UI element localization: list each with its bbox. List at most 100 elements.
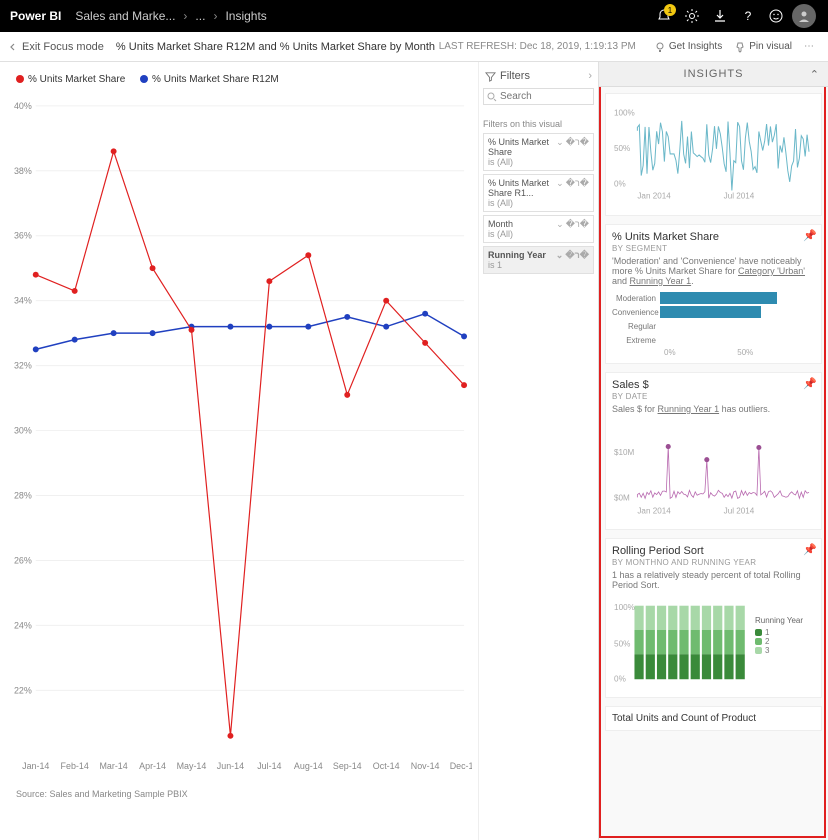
svg-text:Nov-14: Nov-14	[411, 761, 440, 771]
last-refresh: LAST REFRESH: Dec 18, 2019, 1:19:13 PM	[439, 41, 636, 52]
insight-desc: 'Moderation' and 'Convenience' have noti…	[612, 256, 815, 286]
svg-text:0%: 0%	[614, 180, 626, 189]
svg-text:100%: 100%	[614, 603, 635, 612]
filter-card[interactable]: % Units Market Shareis (All)⌄�ר�	[483, 133, 594, 171]
insight-title: Sales $	[612, 379, 815, 391]
clear-icon[interactable]: �ר�	[566, 219, 589, 230]
notification-icon[interactable]: 1	[650, 2, 678, 30]
insight-desc: Sales $ for Running Year 1 has outliers.	[612, 404, 815, 414]
chevron-down-icon[interactable]: ⌄	[556, 250, 564, 261]
svg-text:32%: 32%	[14, 361, 32, 371]
svg-text:$10M: $10M	[614, 448, 635, 457]
svg-text:May-14: May-14	[177, 761, 207, 771]
topbar: Power BI Sales and Marke... › ... › Insi…	[0, 0, 828, 32]
filter-search-input[interactable]	[483, 88, 594, 105]
chevron-up-icon[interactable]: ⌃	[810, 68, 820, 81]
last-refresh-label: LAST REFRESH:	[439, 41, 517, 52]
visual-title: % Units Market Share R12M and % Units Ma…	[116, 41, 435, 53]
svg-text:Jan 2014: Jan 2014	[637, 507, 671, 516]
filters-panel: Filters › Filters on this visual % Units…	[478, 62, 598, 840]
clear-icon[interactable]: �ר�	[566, 137, 589, 148]
filter-card[interactable]: % Units Market Share R1...is (All)⌄�ר�	[483, 174, 594, 212]
pin-icon[interactable]: 📌	[803, 377, 817, 390]
svg-text:26%: 26%	[14, 555, 32, 565]
more-icon[interactable]: ⋯	[804, 41, 814, 52]
svg-text:Jan 2014: Jan 2014	[637, 192, 671, 201]
chart-column: % Units Market Share % Units Market Shar…	[0, 62, 478, 840]
get-insights-button[interactable]: Get Insights	[654, 41, 722, 53]
pin-icon[interactable]: 📌	[803, 543, 817, 556]
svg-text:50%: 50%	[614, 640, 630, 649]
filter-card[interactable]: Running Yearis 1⌄�ר�	[483, 246, 594, 274]
svg-text:40%: 40%	[14, 101, 32, 111]
insight-card-rolling[interactable]: 📌 Rolling Period Sort BY MONTHNO AND RUN…	[605, 538, 822, 698]
insight-card-sparkline[interactable]: 100%50%0%Jan 2014Jul 2014	[605, 93, 822, 216]
insights-header[interactable]: INSIGHTS ⌃	[599, 62, 828, 87]
filter-icon	[485, 71, 496, 82]
insight-card-segment[interactable]: 📌 % Units Market Share BY SEGMENT 'Moder…	[605, 224, 822, 364]
pin-icon[interactable]: 📌	[803, 229, 817, 242]
svg-text:Feb-14: Feb-14	[61, 761, 89, 771]
download-icon[interactable]	[706, 2, 734, 30]
gear-icon[interactable]	[678, 2, 706, 30]
legend-label: % Units Market Share	[28, 74, 125, 85]
filter-card[interactable]: Monthis (All)⌄�ר�	[483, 215, 594, 243]
svg-text:Apr-14: Apr-14	[139, 761, 166, 771]
svg-text:Jul-14: Jul-14	[257, 761, 281, 771]
pin-visual-label: Pin visual	[749, 41, 792, 52]
insight-desc: 1 has a relatively steady percent of tot…	[612, 570, 815, 590]
bar-row: Moderation	[612, 292, 815, 304]
svg-text:$0M: $0M	[614, 493, 630, 502]
svg-text:36%: 36%	[14, 231, 32, 241]
svg-text:Jul 2014: Jul 2014	[724, 507, 755, 516]
svg-text:Sep-14: Sep-14	[333, 761, 362, 771]
bar-row: Regular	[612, 320, 815, 332]
breadcrumb-1[interactable]: Sales and Marke...	[75, 9, 175, 23]
bar-row: Convenience	[612, 306, 815, 318]
legend-dot	[16, 75, 24, 83]
notification-badge: 1	[664, 4, 676, 16]
chart-legend: % Units Market Share % Units Market Shar…	[6, 70, 472, 93]
svg-text:34%: 34%	[14, 296, 32, 306]
subheader: Exit Focus mode % Units Market Share R12…	[0, 32, 828, 62]
chevron-down-icon[interactable]: ⌄	[556, 219, 564, 230]
insight-subtitle: BY SEGMENT	[612, 244, 815, 253]
exit-focus-button[interactable]: Exit Focus mode	[8, 41, 104, 53]
insight-subtitle: BY MONTHNO AND RUNNING YEAR	[612, 558, 815, 567]
pin-visual-button[interactable]: Pin visual	[734, 41, 792, 53]
breadcrumb-3[interactable]: Insights	[225, 9, 266, 23]
insight-title: % Units Market Share	[612, 231, 815, 243]
chevron-down-icon[interactable]: ⌄	[556, 178, 564, 189]
breadcrumb-sep: ›	[183, 9, 187, 23]
legend-label: % Units Market Share R12M	[152, 74, 279, 85]
help-icon[interactable]: ?	[734, 2, 762, 30]
last-refresh-value: Dec 18, 2019, 1:19:13 PM	[520, 41, 636, 52]
svg-text:Aug-14: Aug-14	[294, 761, 323, 771]
smile-icon[interactable]	[762, 2, 790, 30]
svg-text:Dec-14: Dec-14	[450, 761, 472, 771]
avatar[interactable]	[790, 2, 818, 30]
clear-icon[interactable]: �ר�	[566, 178, 589, 189]
svg-text:Mar-14: Mar-14	[100, 761, 128, 771]
svg-text:28%: 28%	[14, 490, 32, 500]
svg-text:Jun-14: Jun-14	[217, 761, 244, 771]
insights-panel: INSIGHTS ⌃ 100% 50% 0% Jan 2014 Jul 2014 📌 %…	[598, 62, 828, 840]
line-chart[interactable]: 40%38%36%34%32%30%28%26%24%22%Jan-14Feb-…	[6, 93, 472, 783]
svg-text:30%: 30%	[14, 426, 32, 436]
filters-header[interactable]: Filters ›	[483, 68, 594, 88]
legend-item: % Units Market Share	[16, 74, 125, 85]
svg-text:0%: 0%	[614, 674, 626, 683]
clear-icon[interactable]: �ר�	[565, 250, 589, 261]
chevron-right-icon[interactable]: ›	[588, 70, 592, 82]
bar-row: Extreme	[612, 334, 815, 346]
svg-text:Oct-14: Oct-14	[373, 761, 400, 771]
insight-title: Rolling Period Sort	[612, 545, 815, 557]
insight-card-collapsed[interactable]: Total Units and Count of Product	[605, 706, 822, 731]
chart-source: Source: Sales and Marketing Sample PBIX	[6, 783, 472, 805]
insight-card-sales[interactable]: 📌 Sales $ BY DATE Sales $ for Running Ye…	[605, 372, 822, 530]
breadcrumb-2[interactable]: ...	[195, 9, 205, 23]
insight-subtitle: BY DATE	[612, 392, 815, 401]
svg-text:38%: 38%	[14, 166, 32, 176]
svg-text:50%: 50%	[614, 144, 630, 153]
chevron-down-icon[interactable]: ⌄	[556, 137, 564, 148]
